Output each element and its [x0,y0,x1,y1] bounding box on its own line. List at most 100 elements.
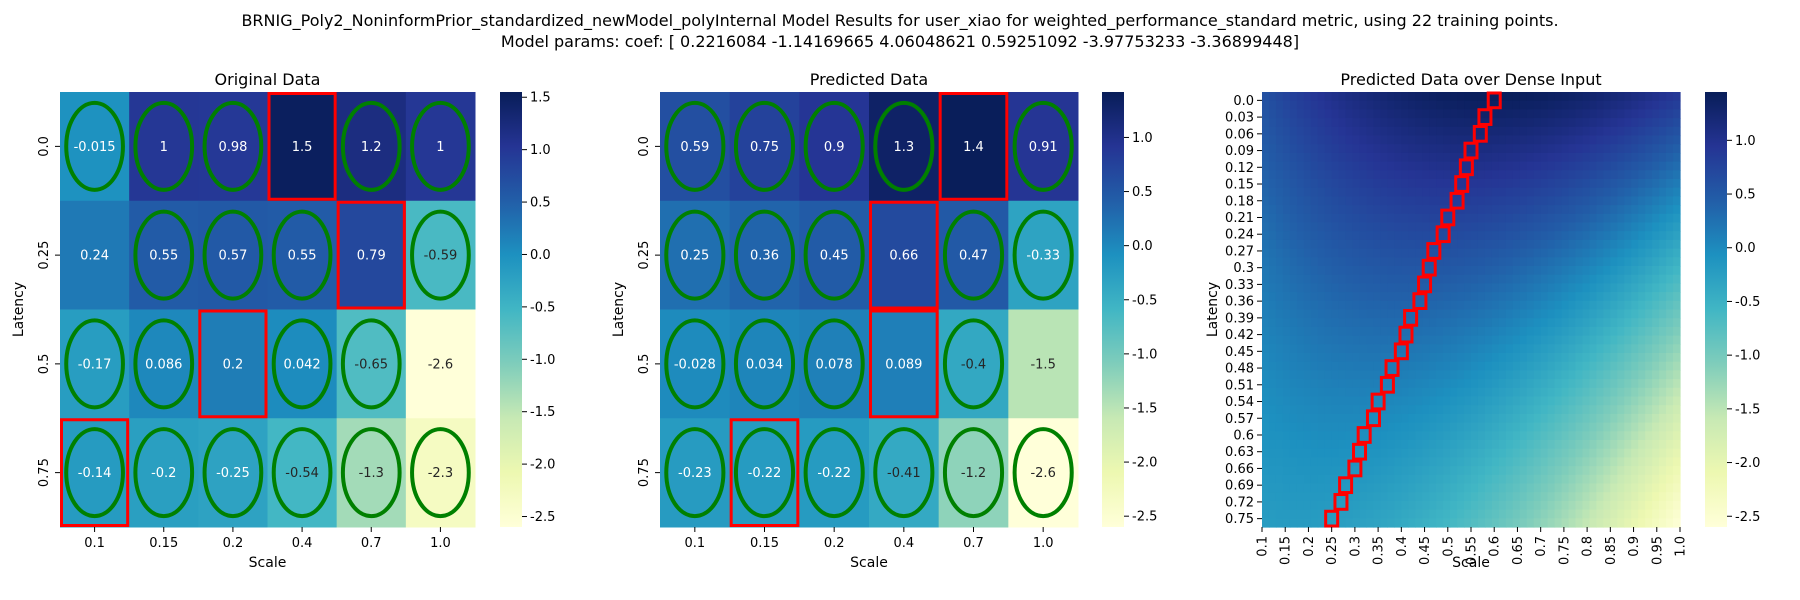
dense-cell [1533,187,1542,197]
dense-cell [1415,483,1423,493]
dense-cell [1436,440,1444,450]
dense-cell [1575,92,1584,102]
dense-cell [1533,231,1542,241]
dense-cell [1561,213,1570,224]
dense-cell [1303,448,1312,458]
dense-cell [1659,431,1667,441]
cell-value-label: 0.45 [820,249,849,264]
dense-cell [1624,109,1632,119]
dense-cell [1338,326,1347,337]
dense-cell [1596,161,1604,171]
dense-cell [1540,518,1549,528]
dense-cell [1666,509,1674,519]
dense-cell [1408,483,1416,493]
cell-value-label: -1.2 [961,466,986,481]
dense-cell [1477,283,1486,293]
dense-cell [1450,370,1458,380]
optimal-path-box [1347,459,1363,478]
panel-title: Predicted Data [810,70,928,89]
dense-cell [1505,492,1514,502]
cell-value-label: -1.3 [359,466,384,481]
dense-cell [1457,335,1465,345]
dense-cell [1317,335,1326,345]
dense-cell [1652,509,1660,519]
dense-cell [1540,231,1549,241]
dense-cell [1422,213,1430,224]
dense-cell [1443,500,1451,511]
dense-cell [1408,413,1416,424]
dense-cell [1568,213,1577,224]
dense-cell [1512,318,1521,328]
cell-value-label: -0.59 [424,249,458,264]
dense-cell [1436,448,1444,458]
dense-cell [1289,274,1298,284]
dense-cell [1296,309,1305,319]
dense-cell [1359,92,1368,102]
dense-cell [1471,422,1479,432]
dense-cell [1324,361,1333,371]
dense-cell [1610,370,1618,380]
dense-cell [1380,266,1388,276]
dense-cell [1533,353,1542,363]
dense-cell [1268,335,1277,345]
dense-cell [1450,92,1458,102]
dense-cell [1317,509,1326,519]
dense-cell [1345,222,1354,232]
x-tick-label: 0.15 [750,536,779,551]
y-tick-label: 0.5 [637,354,652,375]
dense-cell [1666,405,1674,415]
heatmap-cell [336,92,407,202]
dense-cell [1631,213,1639,224]
dense-cell [1429,396,1437,406]
dense-cell [1666,431,1674,441]
dense-cell [1561,431,1570,441]
dense-cell [1477,257,1486,267]
dense-cell [1387,187,1395,197]
dense-cell [1415,187,1423,197]
dense-cell [1624,353,1632,363]
x-tick-label: 0.15 [1279,536,1294,565]
dense-cell [1380,161,1388,171]
dense-cell [1484,300,1493,311]
dense-cell [1589,370,1597,380]
dense-cell [1331,518,1340,528]
dense-cell [1366,318,1375,328]
dense-cell [1519,109,1528,119]
dense-cell [1380,326,1388,337]
dense-cell [1512,474,1521,485]
dense-cell [1262,196,1270,206]
dense-cell [1652,440,1660,450]
dense-cell [1652,231,1660,241]
dense-cell [1540,474,1549,485]
dense-cell [1331,370,1340,380]
dense-cell [1526,92,1535,102]
y-tick-label: 0.42 [1225,328,1254,343]
y-tick-label: 0.09 [1225,144,1254,159]
dense-cell [1512,396,1521,406]
dense-cell [1471,196,1479,206]
dense-cell [1345,387,1354,398]
dense-cell [1568,126,1577,137]
dense-cell [1310,231,1319,241]
x-tick-label: 1.0 [1033,536,1054,551]
dense-cell [1673,326,1681,337]
dense-cell [1401,413,1409,424]
dense-cell [1352,422,1361,432]
dense-cell [1484,344,1493,354]
dense-cell [1533,179,1542,189]
dense-cell [1415,222,1423,232]
dense-cell [1408,379,1416,389]
dense-cell [1575,135,1584,145]
dense-cell [1338,500,1347,511]
dense-cell [1262,222,1270,232]
dense-cell [1512,500,1521,511]
dense-cell [1561,222,1570,232]
dense-cell [1568,118,1577,128]
dense-cell [1603,266,1611,276]
dense-cell [1408,309,1416,319]
dense-cell [1533,387,1542,398]
colorbar [1102,92,1124,527]
dense-cell [1317,213,1326,224]
dense-cell [1631,231,1639,241]
dense-cell [1436,509,1444,519]
